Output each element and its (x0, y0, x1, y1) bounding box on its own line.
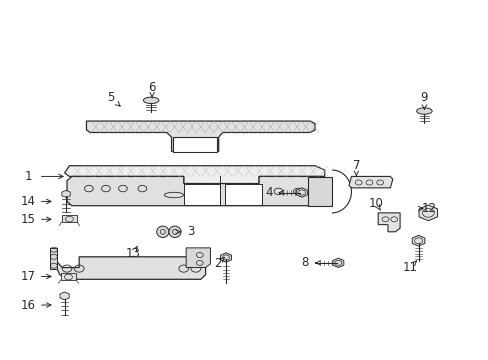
Bar (183, 184, 220, 205)
Polygon shape (64, 166, 324, 184)
Polygon shape (296, 188, 307, 197)
Bar (224, 184, 261, 205)
Polygon shape (86, 121, 314, 152)
Polygon shape (67, 176, 331, 206)
Bar (61, 273, 76, 280)
Text: 11: 11 (402, 261, 416, 274)
Text: 14: 14 (20, 195, 36, 208)
Text: 15: 15 (20, 213, 36, 226)
Text: 17: 17 (20, 270, 36, 283)
Bar (172, 137, 217, 152)
Polygon shape (411, 235, 424, 246)
Text: 8: 8 (301, 256, 308, 269)
Bar (61, 215, 77, 222)
Text: 3: 3 (187, 225, 194, 238)
Polygon shape (332, 258, 343, 267)
Text: 1: 1 (24, 170, 32, 183)
Text: 6: 6 (148, 81, 156, 94)
Text: 10: 10 (367, 197, 383, 210)
Polygon shape (418, 205, 437, 221)
Polygon shape (50, 248, 57, 269)
Text: 5: 5 (107, 91, 114, 104)
Text: 4: 4 (264, 186, 272, 199)
Polygon shape (60, 292, 69, 300)
Ellipse shape (157, 226, 168, 238)
Polygon shape (348, 176, 392, 188)
Ellipse shape (143, 97, 159, 104)
Text: 9: 9 (420, 91, 427, 104)
Text: 12: 12 (421, 202, 436, 215)
Text: 2: 2 (214, 257, 221, 270)
Polygon shape (220, 253, 231, 262)
Polygon shape (377, 213, 399, 232)
Text: 7: 7 (352, 159, 359, 172)
Polygon shape (61, 190, 70, 198)
Ellipse shape (168, 226, 181, 238)
Polygon shape (186, 248, 210, 267)
Bar (307, 177, 331, 206)
Ellipse shape (416, 108, 431, 114)
Polygon shape (57, 248, 205, 279)
Text: 16: 16 (20, 298, 36, 311)
Text: 13: 13 (125, 247, 140, 260)
